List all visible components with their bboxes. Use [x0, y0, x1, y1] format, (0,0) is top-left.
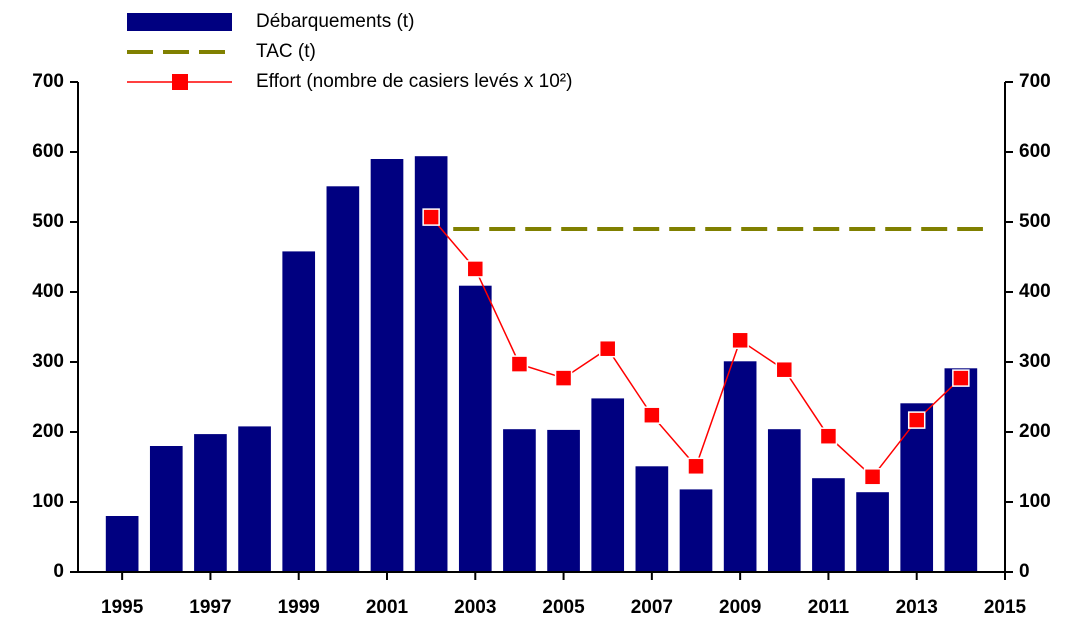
y-tick-label: 400 — [32, 281, 64, 302]
bar — [282, 251, 316, 572]
x-tick-label: 2009 — [719, 597, 761, 618]
effort-marker — [554, 369, 573, 387]
effort-marker — [687, 457, 705, 476]
effort-marker — [510, 355, 529, 373]
x-tick-label: 2011 — [808, 597, 850, 618]
effort-marker — [598, 339, 617, 358]
x-tick-label: 2015 — [984, 597, 1027, 618]
effort-marker — [775, 360, 794, 379]
bar — [856, 492, 889, 572]
legend-marker — [172, 74, 188, 90]
bar — [370, 159, 404, 572]
x-tick-label: 1999 — [278, 597, 320, 618]
legend-label: Débarquements (t) — [256, 11, 414, 32]
bar — [723, 361, 757, 572]
effort-marker — [819, 427, 838, 445]
x-tick-label: 2013 — [896, 597, 938, 618]
y2-tick-label: 100 — [1019, 491, 1051, 512]
x-tick-label: 2003 — [454, 597, 496, 618]
effort-marker — [643, 406, 661, 424]
effort-marker — [466, 260, 485, 278]
y-tick-label: 600 — [32, 141, 64, 162]
bar — [238, 426, 271, 572]
bar — [900, 403, 934, 572]
effort-marker — [952, 369, 970, 387]
y-tick-label: 0 — [53, 561, 64, 582]
effort-marker — [907, 411, 926, 429]
bar — [105, 516, 139, 572]
bar — [944, 368, 978, 572]
x-tick-label: 1995 — [101, 597, 144, 618]
bar — [194, 434, 227, 572]
y2-tick-label: 200 — [1019, 421, 1051, 442]
effort-marker — [863, 468, 882, 486]
y2-tick-label: 300 — [1019, 351, 1051, 372]
bar — [591, 398, 625, 572]
y-tick-label: 200 — [32, 421, 64, 442]
y2-tick-label: 500 — [1019, 211, 1051, 232]
bar — [679, 489, 713, 572]
y2-tick-label: 0 — [1019, 561, 1030, 582]
bar — [547, 429, 580, 572]
legend-label: TAC (t) — [256, 41, 316, 62]
y2-tick-label: 400 — [1019, 281, 1051, 302]
effort-marker — [422, 208, 440, 226]
legend-label: Effort (nombre de casiers levés x 10²) — [256, 71, 572, 92]
bar — [767, 429, 801, 572]
x-tick-label: 2005 — [542, 597, 585, 618]
y-tick-label: 700 — [32, 71, 64, 92]
y-tick-label: 300 — [32, 351, 64, 372]
x-tick-label: 2007 — [631, 597, 673, 618]
bar — [503, 429, 536, 572]
effort-marker — [731, 331, 749, 350]
bar — [458, 285, 492, 572]
bar — [149, 446, 183, 572]
y-tick-label: 100 — [32, 491, 64, 512]
bar — [812, 478, 845, 572]
y2-tick-label: 700 — [1019, 71, 1051, 92]
x-tick-label: 2001 — [366, 597, 409, 618]
x-tick-label: 1997 — [189, 597, 231, 618]
legend-swatch — [127, 13, 232, 31]
y-tick-label: 500 — [32, 211, 64, 232]
bar — [635, 466, 669, 572]
bar — [326, 186, 360, 573]
y2-tick-label: 600 — [1019, 141, 1051, 162]
